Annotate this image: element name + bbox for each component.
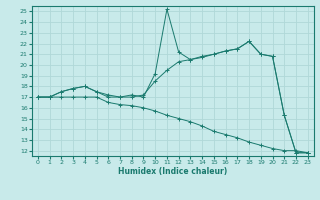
X-axis label: Humidex (Indice chaleur): Humidex (Indice chaleur): [118, 167, 228, 176]
